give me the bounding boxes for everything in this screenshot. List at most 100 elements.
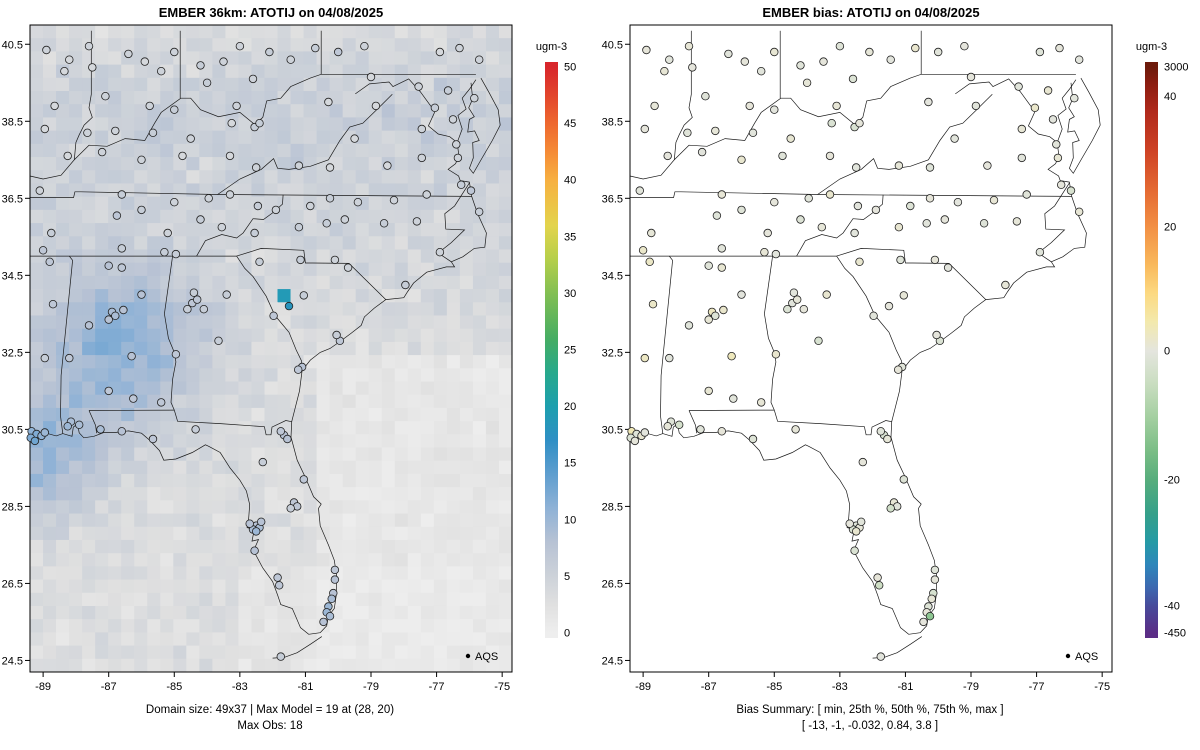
colorbar-labels: ugm-3 3000 40 20 0 -20 -40 -450 xyxy=(1136,41,1189,640)
y-tick-label: 28.5 xyxy=(2,501,23,513)
station-point xyxy=(925,194,935,203)
station-point xyxy=(943,263,953,272)
station-point xyxy=(360,42,369,51)
station-point xyxy=(156,398,166,407)
station-point xyxy=(1017,153,1026,163)
colorbar-tick-label: 45 xyxy=(564,118,576,130)
station-point xyxy=(170,47,179,57)
y-tick-label: 30.5 xyxy=(602,424,623,436)
station-point xyxy=(663,151,672,161)
station-point xyxy=(760,247,769,257)
model-raster-layer xyxy=(30,25,513,673)
station-point xyxy=(379,219,389,228)
station-point xyxy=(683,128,692,137)
station-point xyxy=(129,394,138,403)
station-point xyxy=(802,78,812,87)
station-point xyxy=(225,190,235,199)
station-point xyxy=(435,47,445,57)
station-point xyxy=(756,66,766,76)
station-point xyxy=(324,97,333,107)
state-border-line xyxy=(796,194,884,257)
station-point xyxy=(252,163,261,172)
station-point xyxy=(858,457,867,467)
state-border-line xyxy=(355,78,458,143)
y-tick-label: 32.5 xyxy=(2,347,23,359)
station-point xyxy=(170,105,179,114)
station-point xyxy=(186,134,195,143)
station-point xyxy=(255,118,264,128)
station-point xyxy=(989,195,999,205)
station-point xyxy=(814,336,823,345)
bias-map-canvas: -89 -87 -85 -83 -81 -79 -77 -75 24.5 26.5 28.5 30.5… xyxy=(602,24,1189,693)
station-point xyxy=(927,594,936,603)
station-point xyxy=(225,151,235,161)
station-point xyxy=(1022,190,1031,199)
bias-map-title: EMBER bias: ATOTIJ on 04/08/2025 xyxy=(762,5,980,20)
station-point xyxy=(1048,115,1058,124)
state-border-line xyxy=(688,410,697,434)
station-point xyxy=(778,151,787,161)
station-point xyxy=(1030,103,1040,112)
station-point xyxy=(42,45,51,55)
station-point xyxy=(899,291,908,300)
station-point xyxy=(983,161,992,170)
station-point xyxy=(711,126,720,136)
state-border-line xyxy=(467,77,501,174)
station-point xyxy=(696,425,705,434)
station-point xyxy=(104,386,113,396)
station-point xyxy=(50,101,59,111)
station-point xyxy=(119,305,128,315)
x-tick-label: -87 xyxy=(101,681,117,693)
station-point xyxy=(845,519,854,528)
station-point xyxy=(884,301,894,311)
station-point xyxy=(930,575,940,584)
station-point xyxy=(112,211,122,220)
station-point xyxy=(924,97,933,107)
station-point xyxy=(635,186,644,195)
x-tick-label: -79 xyxy=(963,681,979,693)
station-point xyxy=(737,155,746,164)
aqs-legend: AQS xyxy=(465,651,498,663)
station-point xyxy=(124,49,133,59)
station-point xyxy=(183,305,192,314)
station-point xyxy=(117,263,126,272)
station-point xyxy=(350,134,359,143)
station-point xyxy=(294,365,303,374)
station-point xyxy=(701,91,710,101)
station-point xyxy=(84,321,94,330)
state-border-line xyxy=(88,410,97,434)
station-point xyxy=(199,305,208,314)
station-point xyxy=(979,219,989,228)
station-point xyxy=(865,47,874,57)
station-point xyxy=(873,573,882,582)
station-point xyxy=(930,255,940,265)
x-tick-label: -77 xyxy=(1029,681,1045,693)
model-map-title: EMBER 36km: ATOTIJ on 04/08/2025 xyxy=(158,5,384,20)
station-point xyxy=(104,315,113,324)
station-point xyxy=(366,72,376,82)
station-point xyxy=(137,205,146,215)
station-point xyxy=(783,305,792,314)
y-tick-label: 40.5 xyxy=(602,39,623,51)
station-point xyxy=(48,300,58,309)
station-point xyxy=(284,301,294,311)
station-point xyxy=(275,581,284,590)
station-point xyxy=(265,47,274,57)
station-point xyxy=(925,612,935,621)
station-point xyxy=(286,504,295,513)
station-point xyxy=(906,201,915,211)
station-point xyxy=(953,197,963,207)
station-point xyxy=(922,219,931,228)
state-border-line xyxy=(217,94,393,195)
station-point xyxy=(665,353,674,363)
state-border-line xyxy=(955,78,1058,143)
colorbar-tick-label: -20 xyxy=(1164,475,1180,487)
station-point xyxy=(189,288,199,297)
y-tick-label: 38.5 xyxy=(602,116,623,128)
station-point xyxy=(470,93,479,103)
aqs-legend-label: AQS xyxy=(475,651,498,663)
station-point xyxy=(417,124,426,134)
state-border-line xyxy=(73,30,93,160)
station-point xyxy=(919,617,928,627)
